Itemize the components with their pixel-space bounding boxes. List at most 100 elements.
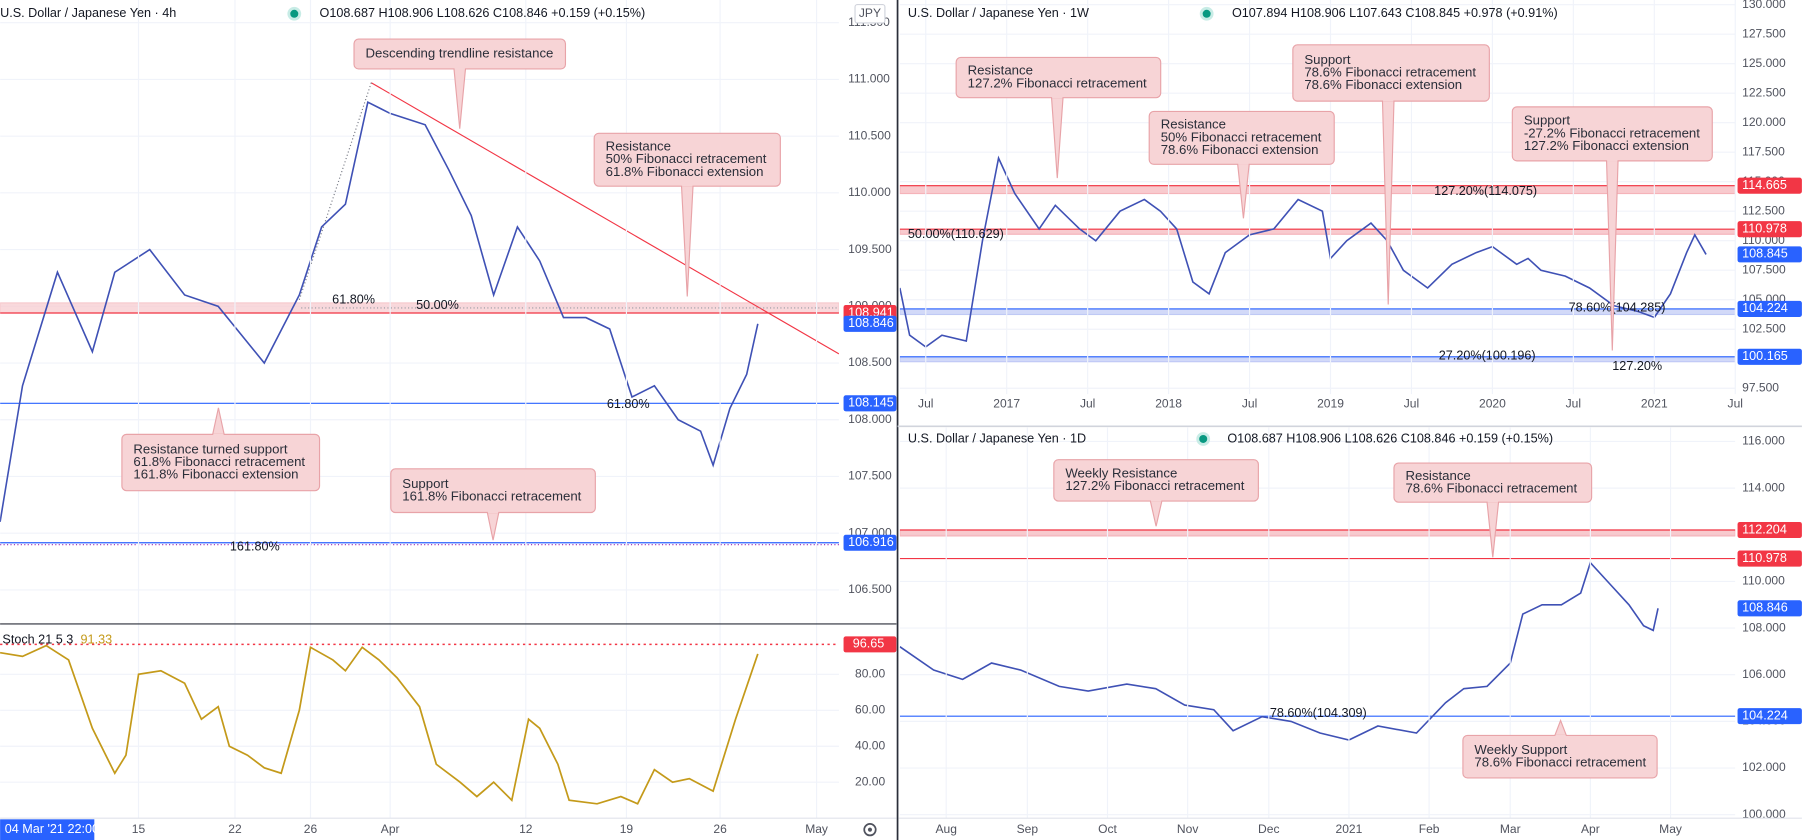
annotation-text: 78.6% Fibonacci retracement [1304,64,1476,79]
annotation-text: 127.2% Fibonacci retracement [968,75,1147,90]
trendline [370,82,839,355]
price-label: 104.224 [1742,708,1788,722]
y-tick-label: 110.000 [848,185,891,199]
y-tick-label: 109.500 [848,242,892,256]
y-tick-label: 106.500 [848,582,892,596]
x-tick-label: Jul [1728,397,1743,411]
y-tick-label: 80.00 [855,667,885,681]
y-tick-label: 125.000 [1742,56,1786,70]
x-tick-label: May [1659,822,1682,836]
x-tick-label: 2019 [1317,397,1344,411]
price-label-box [843,315,897,332]
price-label-box [843,395,897,412]
y-tick-label: 60.00 [855,702,885,716]
y-tick-label: 116.000 [1742,434,1785,448]
annotation-joint [1487,500,1498,503]
currency-label[interactable]: JPY [859,6,881,20]
x-tick-label: 15 [132,822,146,836]
y-tick-label: 40.00 [855,738,885,752]
x-tick-label: 19 [620,822,634,836]
annotation-text: 127.2% Fibonacci retracement [1065,478,1244,493]
annotation-text: 61.8% Fibonacci retracement [133,454,305,469]
x-tick-label: 2021 [1641,397,1668,411]
settings-icon[interactable] [863,823,877,837]
y-tick-label: 108.000 [848,412,892,426]
price-line [899,155,1707,348]
x-tick-label: Aug [935,822,956,836]
x-tick-label: Oct [1098,822,1117,836]
settings-icon[interactable] [863,823,877,837]
ohlc-readout: O108.687 H108.906 L108.626 C108.846 +0.1… [1227,431,1553,445]
x-tick-label: 2020 [1479,397,1506,411]
x-tick-label: Jul [1404,397,1419,411]
y-tick-label: 110.000 [1742,574,1785,588]
y-tick-label: 107.500 [1742,262,1786,276]
y-tick-label: 102.500 [1742,321,1786,335]
price-zone [899,356,1736,363]
y-tick-label: 20.00 [855,774,885,788]
annotation-joint [1238,162,1249,165]
annotation-text: Weekly Resistance [1065,465,1177,480]
indicator-title: Stoch 21 5 3 [2,632,73,646]
fib-label: 78.60%(104.309) [1270,706,1367,720]
annotation-text: Resistance [1405,468,1470,483]
y-tick-label: 127.500 [1742,26,1786,40]
price-label: 112.204 [1742,522,1787,536]
settings-icon[interactable] [867,827,873,832]
chart-title: U.S. Dollar / Japanese Yen · 1D [908,431,1086,445]
annotation-text: 50% Fibonacci retracement [1161,129,1322,144]
chart-title: U.S. Dollar / Japanese Yen · 1W [908,6,1089,20]
annotation-text: Support [402,476,449,491]
x-tick-label: Jul [1242,397,1257,411]
x-tick-label: 26 [713,822,727,836]
fib-label: 161.80% [230,539,280,553]
chart-pane: 100.000102.000104.000106.000108.000110.0… [899,427,1802,836]
y-tick-label: 108.000 [1742,620,1786,634]
ohlc-readout: O108.687 H108.906 L108.626 C108.846 +0.1… [320,6,646,20]
annotation-text: 61.8% Fibonacci extension [606,164,764,179]
x-tick-label: Nov [1177,822,1198,836]
x-tick-label: Mar [1500,822,1521,836]
annotation-joint [1052,95,1063,99]
stoch-line [0,644,759,805]
price-label: 108.846 [1742,601,1788,615]
crosshair-time: 04 Mar '21 22:00 [5,822,99,836]
annotation-text: 78.6% Fibonacci retracement [1474,754,1646,769]
price-label-box [843,636,897,653]
currency-button[interactable] [854,4,886,24]
annotation-text: Descending trendline resistance [366,45,554,60]
annotation-text: 78.6% Fibonacci extension [1304,77,1462,92]
crosshair-time-box [0,819,95,840]
annotation-joint [1555,734,1566,738]
y-tick-label: 110.500 [848,128,891,142]
fib-label: 27.20%(100.196) [1439,349,1536,363]
price-label: 114.665 [1742,178,1787,192]
y-tick-label: 100.000 [1742,807,1786,821]
annotation-text: Support [1304,52,1351,67]
fib-label: 50.00%(110.629) [908,227,1004,241]
y-tick-label: 130.000 [1742,0,1786,11]
y-tick-label: 114.000 [1742,480,1785,494]
trendline [298,82,372,302]
x-tick-label: 2017 [993,397,1020,411]
chart-pane: 97.500100.000102.500105.000107.500110.00… [899,0,1802,411]
status-dot [1202,9,1211,18]
y-tick-label: 120.000 [1742,115,1786,129]
x-tick-label: Dec [1258,822,1279,836]
price-label: 108.145 [848,396,894,410]
annotation-text: 161.8% Fibonacci extension [133,467,298,482]
x-tick-label: Jul [1080,397,1095,411]
x-tick-label: 22 [228,822,242,836]
status-dot [1199,434,1208,443]
y-tick-label: 97.500 [1742,380,1779,394]
